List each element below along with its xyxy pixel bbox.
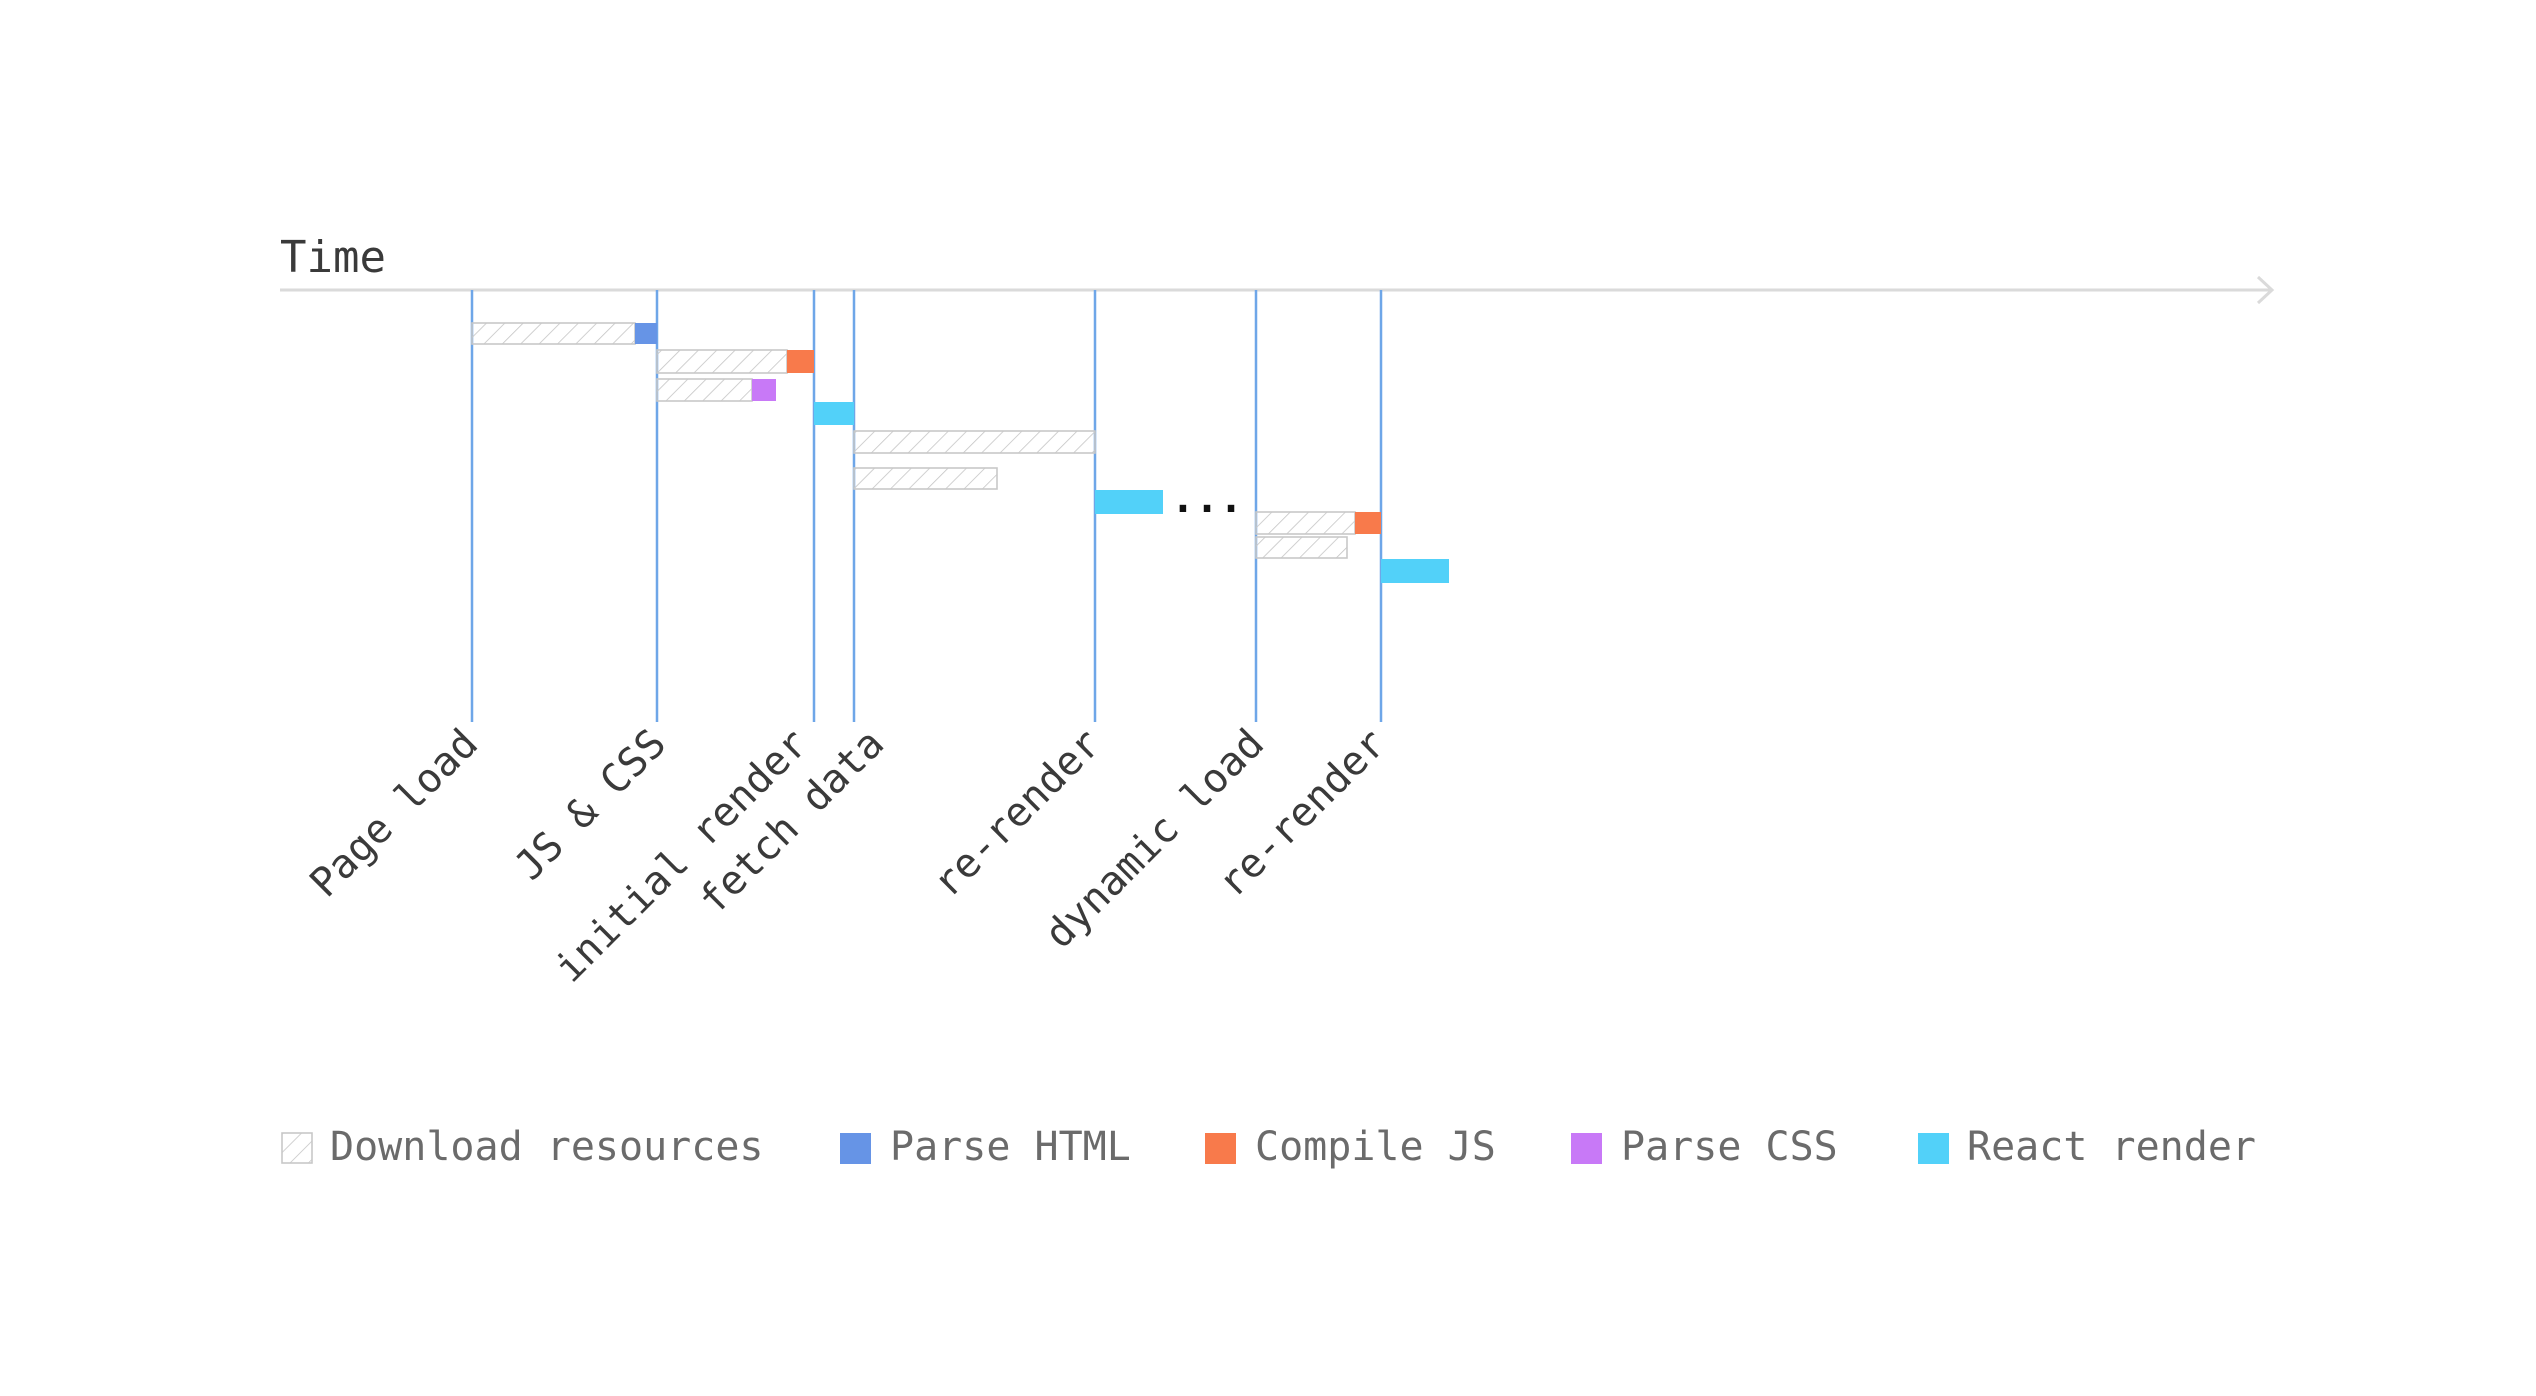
react-render-bar xyxy=(814,402,854,425)
download-bar xyxy=(1255,536,1348,559)
legend: Download resources Parse HTML Compile JS… xyxy=(281,1124,2256,1170)
download-bar xyxy=(656,349,788,374)
ellipsis: ... xyxy=(1171,476,1243,522)
download-bar xyxy=(853,430,1096,454)
react-render-bar xyxy=(1381,559,1449,583)
legend-label-download: Download resources xyxy=(330,1124,763,1170)
legend-item-parse-css: Parse CSS xyxy=(1571,1124,1838,1170)
legend-swatch-compile-js xyxy=(1205,1133,1236,1164)
parse-css-bar xyxy=(752,379,776,401)
download-bar xyxy=(471,322,636,345)
legend-swatch-download xyxy=(281,1132,313,1164)
legend-label-parse-html: Parse HTML xyxy=(890,1124,1131,1170)
legend-item-react-render: React render xyxy=(1918,1124,2256,1170)
time-axis-label: Time xyxy=(280,232,386,283)
task-bars xyxy=(471,322,1449,583)
legend-swatch-react-render xyxy=(1918,1133,1949,1164)
compile-js-bar xyxy=(1355,512,1381,534)
download-bar xyxy=(853,467,998,490)
download-bar xyxy=(656,378,753,402)
download-bar xyxy=(1255,511,1356,535)
legend-item-download: Download resources xyxy=(281,1124,763,1170)
legend-swatch-parse-html xyxy=(840,1133,871,1164)
react-render-bar xyxy=(1095,490,1163,514)
legend-label-react-render: React render xyxy=(1967,1124,2256,1170)
marker-labels: Page load JS & CSS initial render fetch … xyxy=(301,721,1395,992)
legend-item-compile-js: Compile JS xyxy=(1205,1124,1496,1170)
legend-label-parse-css: Parse CSS xyxy=(1621,1124,1838,1170)
legend-item-parse-html: Parse HTML xyxy=(840,1124,1131,1170)
marker-label-page-load: Page load xyxy=(301,721,487,907)
marker-lines xyxy=(470,290,1383,722)
compile-js-bar xyxy=(787,350,814,373)
time-axis: Time xyxy=(280,232,2275,305)
legend-label-compile-js: Compile JS xyxy=(1255,1124,1496,1170)
time-axis-arrowhead xyxy=(2256,275,2275,305)
parse-html-bar xyxy=(635,323,657,344)
legend-swatch-parse-css xyxy=(1571,1133,1602,1164)
